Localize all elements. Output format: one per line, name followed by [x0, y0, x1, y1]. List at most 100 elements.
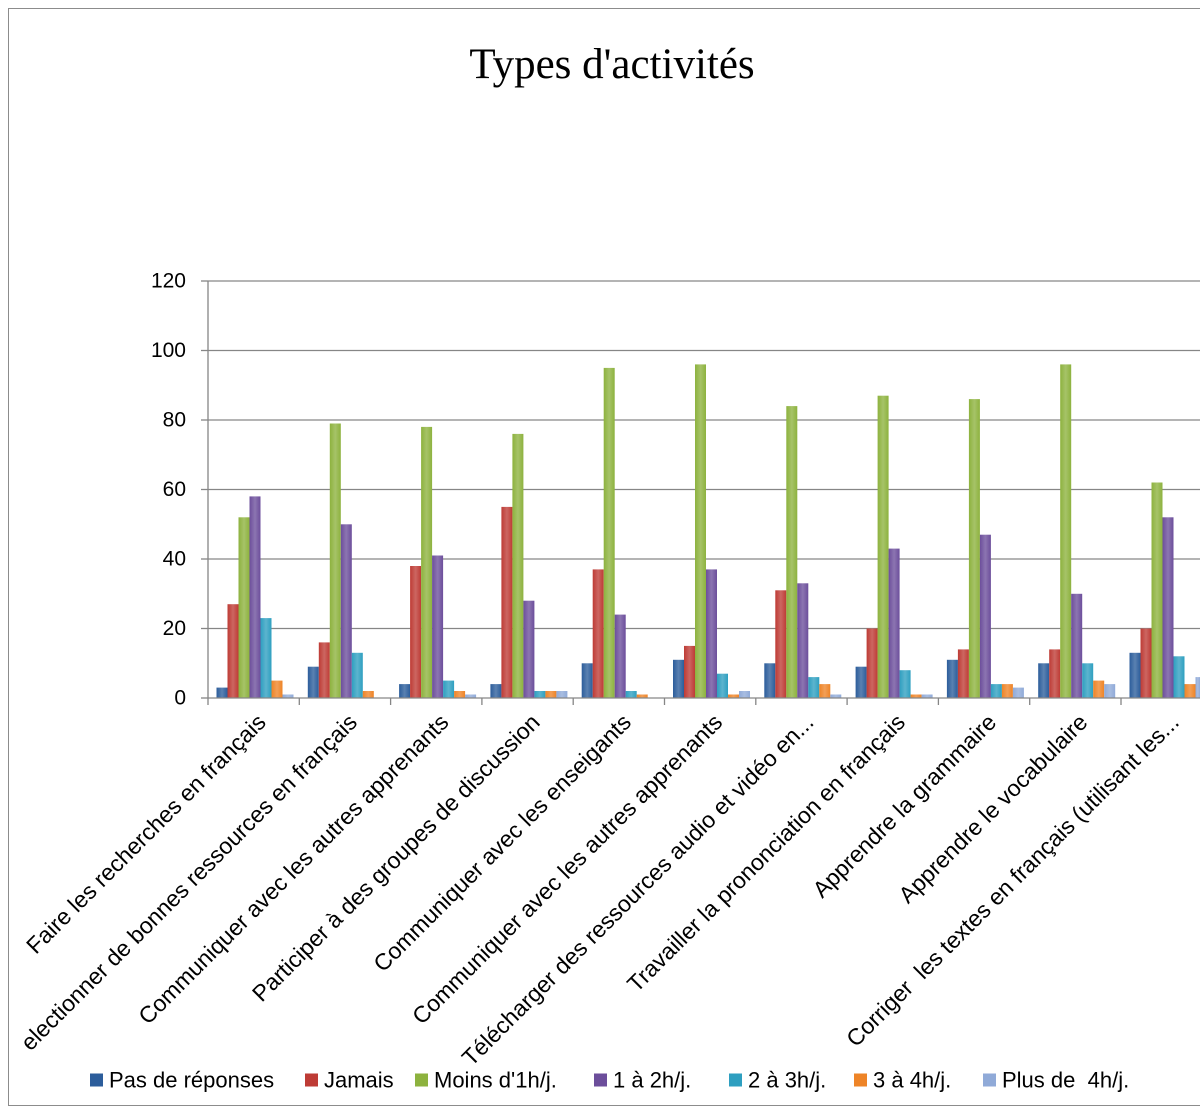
legend-item: 1 à 2h/j. [594, 1068, 691, 1093]
bar-s7-c1 [282, 694, 294, 698]
bar-s4-c8 [888, 548, 900, 698]
bar-series [216, 364, 1200, 699]
bar-s1-c4 [490, 684, 502, 698]
x-axis-ticks [207, 698, 1122, 705]
bar-s6-c3 [454, 691, 466, 698]
legend-label: Pas de réponses [109, 1068, 274, 1093]
bar-s2-c8 [866, 628, 878, 698]
bar-s6-c5 [636, 694, 648, 698]
bar-s6-c4 [545, 691, 557, 698]
y-tick-label: 120 [151, 270, 186, 293]
bar-s1-c1 [216, 687, 228, 698]
bar-s5-c9 [990, 684, 1002, 698]
bar-s1-c2 [307, 666, 319, 698]
bar-s3-c10 [1060, 364, 1072, 698]
y-axis-ticks: 0 20 40 60 80 100 120 [151, 270, 208, 710]
x-tick-label: Communiquer avec les autres apprenants [133, 709, 453, 1029]
y-tick-label: 100 [151, 339, 186, 362]
bar-s3-c6 [695, 364, 706, 698]
bar-s6-c6 [728, 694, 739, 698]
legend-marker [415, 1073, 428, 1087]
y-tick-label: 0 [174, 687, 186, 710]
bar-s4-c6 [706, 569, 717, 698]
bar-s3-c3 [421, 426, 433, 698]
bar-s7-c4 [556, 691, 568, 698]
bar-s2-c3 [410, 566, 422, 698]
series-3-bars [238, 364, 1163, 698]
legend-marker [854, 1073, 867, 1087]
y-tick-label: 40 [163, 548, 186, 571]
bar-s6-c9 [1001, 684, 1013, 698]
bar-s5-c2 [351, 652, 363, 698]
bar-s2-c4 [501, 506, 513, 698]
bar-s2-c2 [318, 642, 330, 698]
bar-s5-c7 [808, 677, 820, 698]
bar-s3-c7 [786, 406, 798, 698]
bar-s4-c5 [614, 614, 626, 698]
bar-s3-c4 [512, 433, 524, 698]
bar-s4-c1 [249, 496, 261, 698]
chart-frame [8, 8, 1200, 1106]
legend-marker [90, 1073, 103, 1087]
bar-s1-c6 [673, 659, 684, 698]
legend-label: 1 à 2h/j. [613, 1068, 691, 1093]
legend-label: Moins d'1h/j. [434, 1068, 557, 1093]
bar-s6-c8 [910, 694, 922, 698]
bar-s2-c1 [227, 604, 239, 698]
bar-s5-c6 [717, 673, 728, 698]
bar-s6-c7 [819, 684, 831, 698]
x-tick-label: Corriger les textes en français (utilisa… [841, 709, 1184, 1052]
bar-s7-c11 [1195, 677, 1200, 698]
bar-s3-c5 [603, 367, 615, 698]
bar-s4-c10 [1071, 593, 1083, 699]
bar-s7-c3 [465, 694, 477, 698]
legend-item: 2 à 3h/j. [729, 1068, 826, 1093]
legend-label: 3 à 4h/j. [873, 1068, 951, 1093]
bar-s7-c9 [1012, 687, 1024, 698]
bar-s1-c11 [1129, 652, 1141, 698]
bar-s2-c6 [684, 645, 695, 698]
y-tick-label: 60 [163, 478, 186, 501]
legend-label: Plus de 4h/j. [1002, 1068, 1129, 1093]
bar-s4-c2 [340, 524, 352, 699]
bar-s6-c11 [1184, 684, 1196, 698]
bar-s1-c10 [1038, 663, 1050, 699]
bar-s2-c5 [592, 569, 604, 698]
bar-s7-c10 [1104, 684, 1116, 698]
legend-item: Plus de 4h/j. [983, 1068, 1129, 1093]
series-6-bars [271, 680, 1196, 698]
bar-s5-c8 [899, 670, 911, 698]
bar-s7-c7 [830, 694, 842, 698]
legend-marker [594, 1073, 607, 1087]
bar-s2-c11 [1140, 628, 1152, 698]
bar-s5-c5 [625, 691, 637, 698]
bar-s1-c3 [399, 684, 411, 698]
bar-s4-c7 [797, 583, 809, 698]
bar-s5-c11 [1173, 656, 1185, 698]
legend-label: Jamais [324, 1068, 394, 1093]
bar-s5-c3 [443, 680, 455, 698]
chart-title: Types d'activités [469, 41, 754, 88]
bar-s5-c4 [534, 691, 546, 698]
y-tick-label: 80 [163, 409, 186, 432]
x-tick-label: Apprendre le vocabulaire [893, 709, 1092, 908]
legend-marker [983, 1073, 996, 1087]
series-1-bars [216, 652, 1141, 699]
bar-s2-c10 [1049, 649, 1061, 698]
legend-label: 2 à 3h/j. [748, 1068, 826, 1093]
bar-s1-c8 [855, 666, 867, 698]
bar-s1-c7 [764, 663, 776, 699]
bar-s5-c1 [260, 618, 272, 698]
x-tick-label: Télécharger des ressources audio et vidé… [457, 709, 819, 1071]
legend: Pas de réponses Jamais Moins d'1h/j. 1 à 2h… [90, 1068, 1129, 1093]
bar-s4-c9 [979, 534, 991, 698]
legend-marker [305, 1073, 318, 1087]
bar-s6-c2 [362, 691, 374, 698]
legend-item: Pas de réponses [90, 1068, 274, 1093]
legend-item: 3 à 4h/j. [854, 1068, 951, 1093]
series-7-bars [282, 677, 1200, 698]
legend-item: Jamais [305, 1068, 394, 1093]
bar-s7-c8 [921, 694, 933, 698]
bar-s3-c11 [1151, 482, 1163, 698]
